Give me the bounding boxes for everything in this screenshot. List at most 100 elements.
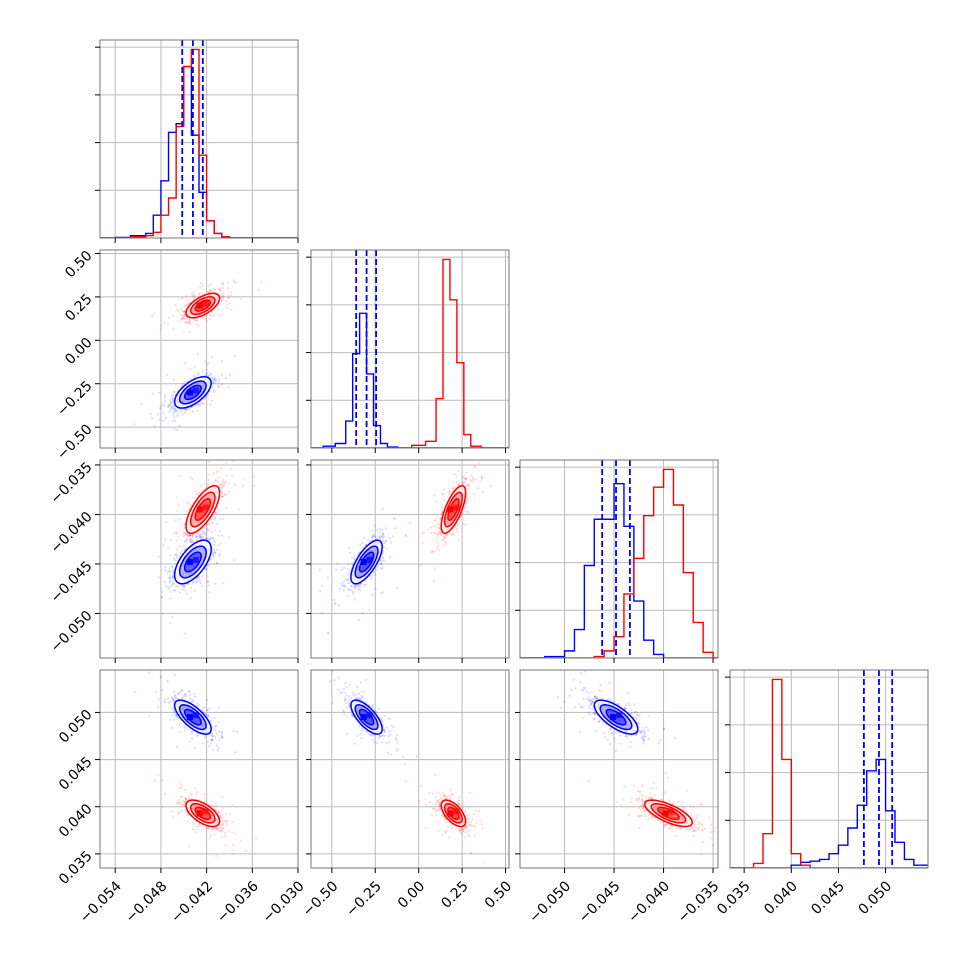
sample-point [219, 287, 222, 290]
sample-point [167, 547, 170, 550]
sample-point [193, 295, 196, 298]
sample-point [363, 536, 366, 540]
sample-point [172, 407, 175, 410]
sample-point [190, 541, 193, 544]
sample-point [175, 409, 178, 412]
sample-point [173, 588, 176, 591]
sample-point [199, 404, 202, 407]
sample-point [472, 478, 475, 481]
sample-point [467, 496, 470, 500]
sample-point [227, 296, 230, 299]
sample-point [185, 592, 188, 596]
sample-point [446, 534, 449, 537]
sample-point [451, 533, 455, 536]
sample-point [464, 478, 467, 481]
sample-point [201, 574, 204, 578]
sample-point [209, 289, 212, 292]
sample-point [219, 486, 222, 489]
sample-point [203, 527, 206, 530]
sample-point [188, 319, 191, 322]
sample-point [220, 383, 223, 386]
sample-point [190, 541, 193, 544]
sample-point [466, 510, 469, 513]
sample-point [183, 523, 186, 526]
sample-point [207, 291, 211, 294]
sample-point [198, 502, 201, 505]
sample-point [221, 534, 224, 537]
y-tick-label: −0.50 [54, 422, 96, 464]
sample-point [195, 581, 198, 584]
sample-point [192, 496, 195, 500]
sample-point [216, 308, 219, 311]
sample-point [171, 405, 174, 408]
sample-point [347, 546, 350, 549]
sample-point [212, 379, 215, 382]
sample-point [212, 378, 215, 381]
sample-point [189, 534, 192, 537]
sample-point [221, 517, 224, 521]
sample-point [430, 550, 433, 554]
sample-point [189, 586, 192, 590]
sample-point [213, 288, 216, 291]
sample-point [237, 508, 240, 511]
sample-point [214, 551, 217, 555]
sample-point [201, 370, 204, 373]
sample-point [470, 480, 473, 483]
sample-point [464, 477, 467, 480]
sample-point [353, 598, 356, 601]
sample-point [195, 535, 198, 539]
red-peak [196, 506, 203, 513]
sample-point [198, 292, 201, 295]
sample-point [170, 407, 173, 410]
sample-point [183, 380, 186, 384]
sample-point [151, 392, 154, 395]
sample-point [209, 289, 212, 292]
sample-point [172, 419, 175, 422]
sample-point [217, 544, 220, 547]
sample-point [207, 538, 210, 541]
sample-point [489, 484, 492, 488]
sample-point [188, 534, 191, 537]
sample-point [204, 396, 208, 399]
sample-point [171, 575, 175, 578]
sample-point [227, 490, 230, 493]
sample-point [209, 373, 212, 376]
sample-point [361, 541, 364, 545]
sample-point [197, 576, 201, 579]
sample-point [216, 507, 219, 510]
sample-point [373, 571, 376, 574]
sample-point [181, 297, 184, 300]
sample-point [220, 467, 223, 470]
sample-point [461, 476, 465, 479]
sample-point [382, 559, 385, 562]
sample-point [186, 541, 189, 544]
sample-point [176, 548, 179, 551]
sample-point [221, 491, 224, 494]
blue-peak [186, 558, 193, 565]
sample-point [176, 428, 179, 432]
sample-point [233, 279, 236, 282]
sample-point [464, 523, 467, 526]
panel-2-0: −0.050−0.045−0.040−0.035 [48, 459, 299, 663]
sample-point [202, 483, 205, 486]
sample-point [193, 376, 196, 379]
sample-point [212, 481, 215, 485]
sample-point [433, 531, 436, 535]
sample-point [381, 507, 385, 510]
sample-point [212, 483, 215, 486]
sample-point [189, 539, 192, 542]
sample-point [205, 529, 208, 533]
sample-point [374, 573, 377, 576]
sample-point [207, 285, 211, 288]
sample-point [221, 495, 224, 498]
sample-point [224, 480, 228, 483]
sample-point [190, 406, 193, 409]
sample-point [183, 632, 186, 635]
sample-point [166, 323, 169, 326]
sample-point [191, 536, 194, 539]
sample-point [199, 536, 202, 539]
sample-point [175, 410, 178, 413]
sample-point [195, 319, 199, 322]
sample-point [361, 612, 364, 615]
sample-point [175, 309, 178, 312]
